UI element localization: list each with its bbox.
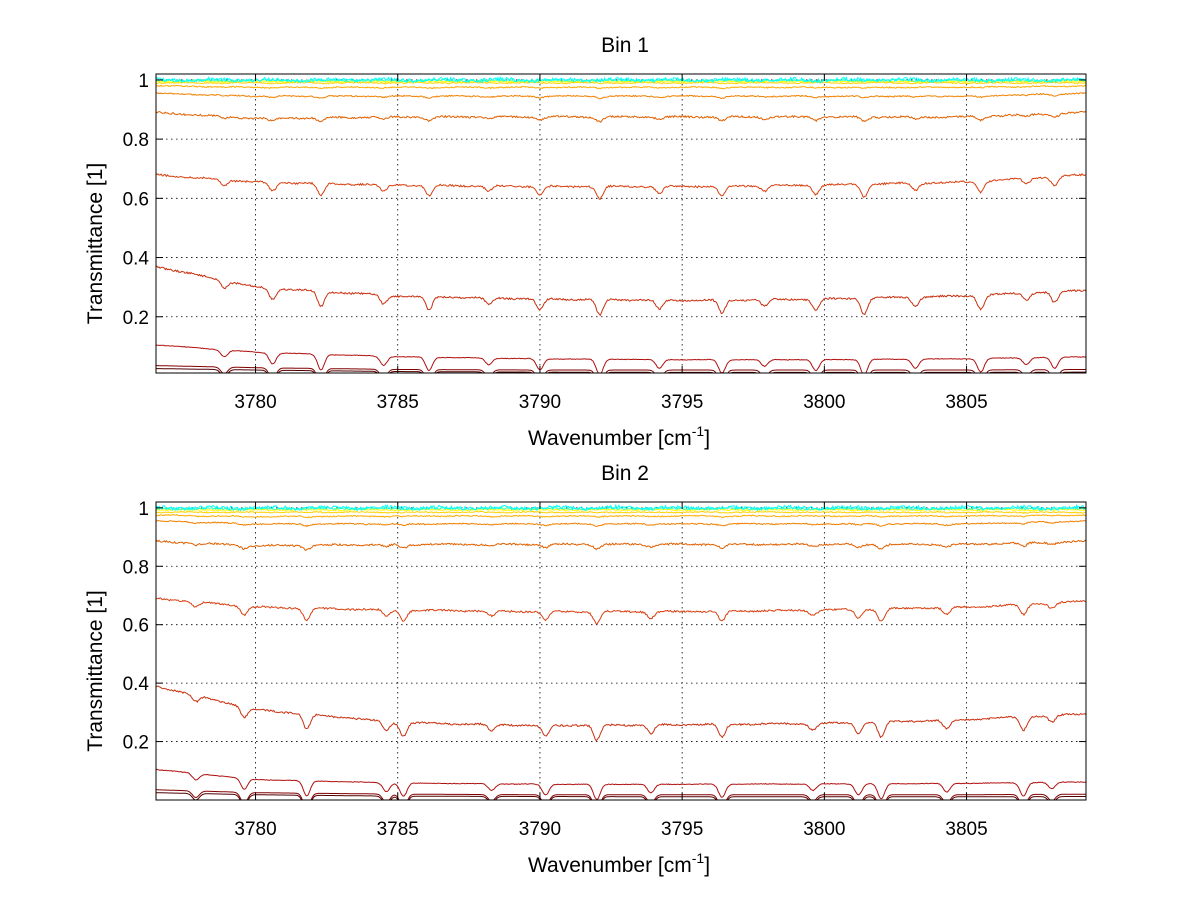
x-tick-label: 3780: [234, 819, 276, 840]
series-line: [156, 265, 1086, 317]
series-line: [156, 789, 1086, 800]
x-tick-label: 3790: [519, 392, 561, 413]
x-tick-label: 3795: [661, 819, 703, 840]
x-tick-label: 3805: [945, 392, 987, 413]
series-line: [156, 685, 1086, 742]
y-axis-label: Transmittance [1]: [84, 163, 107, 324]
y-tick-label: 1: [138, 71, 149, 92]
series-line: [156, 539, 1086, 551]
y-tick-label: 0.6: [123, 616, 149, 637]
series-line: [156, 519, 1086, 528]
series-group: [156, 503, 1086, 800]
series-line: [156, 84, 1086, 90]
series-line: [156, 597, 1086, 625]
y-tick-label: 1: [138, 499, 149, 520]
x-axis-label-main: Wavenumber [cm: [528, 854, 692, 877]
series-group: [156, 75, 1086, 373]
series-line: [156, 368, 1086, 373]
grid: [156, 74, 1086, 373]
x-axis-label: Wavenumber [cm-1]: [528, 423, 710, 450]
series-line: [156, 510, 1086, 515]
chart-title: Bin 1: [601, 34, 649, 57]
x-axis-label-superscript: -1: [692, 423, 705, 439]
chart-bin-2: 3780 3785 3790 3795 3800 3805 0.2 0.4 0.6 0.8 1 Bin…: [84, 462, 1087, 877]
chart-bin-1: 3780 3785 3790 3795 3800 3805 0.2 0.4 0.6 0.8 1 Bin…: [84, 34, 1087, 450]
series-line: [156, 110, 1086, 123]
series-line: [156, 768, 1086, 800]
x-axis-label: Wavenumber [cm-1]: [528, 850, 710, 877]
x-axis-label-main: Wavenumber [cm: [528, 427, 692, 450]
axes-frame: [155, 73, 1087, 374]
x-axis-label-end: ]: [704, 854, 710, 877]
series-line: [156, 365, 1086, 373]
series-line: [156, 75, 1086, 84]
x-tick-label: 3795: [661, 392, 703, 413]
series-line: [156, 792, 1086, 800]
series-line: [156, 92, 1086, 100]
x-axis-label-superscript: -1: [692, 850, 705, 866]
y-axis-label: Transmittance [1]: [84, 590, 107, 751]
x-tick-label: 3790: [519, 819, 561, 840]
chart-title: Bin 2: [601, 462, 649, 485]
y-tick-label: 0.8: [123, 557, 149, 578]
y-tick-label: 0.2: [123, 733, 149, 754]
series-line: [156, 172, 1086, 200]
x-axis-label-end: ]: [704, 427, 710, 450]
x-tick-label: 3785: [377, 819, 419, 840]
series-line: [156, 344, 1086, 373]
y-tick-label: 0.4: [123, 249, 150, 270]
y-tick-label: 0.2: [123, 308, 149, 329]
x-tick-label: 3785: [377, 392, 419, 413]
x-tick-label: 3780: [234, 392, 276, 413]
y-tick-label: 0.8: [123, 130, 149, 151]
y-tick-label: 0.6: [123, 189, 149, 210]
series-line: [156, 503, 1086, 512]
x-tick-label: 3805: [945, 819, 987, 840]
series-line: [156, 513, 1086, 519]
x-tick-label: 3800: [803, 392, 845, 413]
axes-frame: [155, 501, 1087, 801]
y-tick-label: 0.4: [123, 674, 150, 695]
x-tick-label: 3800: [803, 819, 845, 840]
